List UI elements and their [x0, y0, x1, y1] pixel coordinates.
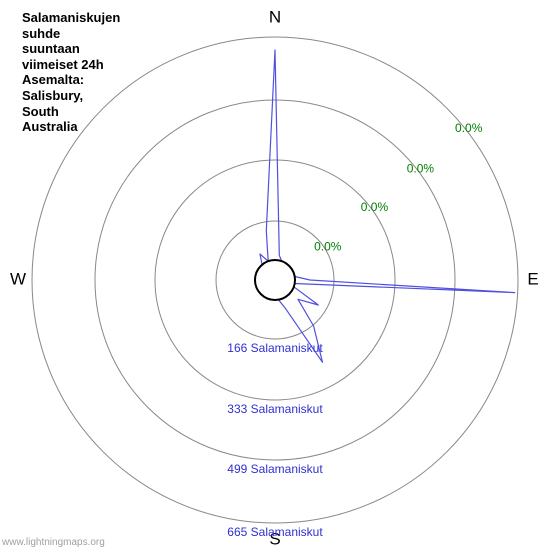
center-hole [255, 260, 295, 300]
ring-label-percent: 0.0% [407, 162, 435, 176]
ring-label-count: 166 Salamaniskut [227, 341, 323, 355]
cardinal-label: W [10, 269, 26, 288]
ring-label-count: 665 Salamaniskut [227, 525, 323, 539]
polar-chart: NESW0.0%0.0%0.0%0.0%166 Salamaniskut333 … [0, 0, 550, 550]
ring-label-percent: 0.0% [361, 200, 389, 214]
ring-label-percent: 0.0% [314, 239, 342, 253]
cardinal-label: N [269, 7, 281, 26]
ring-label-percent: 0.0% [455, 121, 483, 135]
ring-label-count: 333 Salamaniskut [227, 402, 323, 416]
ring-label-count: 499 Salamaniskut [227, 462, 323, 476]
cardinal-label: E [527, 269, 538, 288]
